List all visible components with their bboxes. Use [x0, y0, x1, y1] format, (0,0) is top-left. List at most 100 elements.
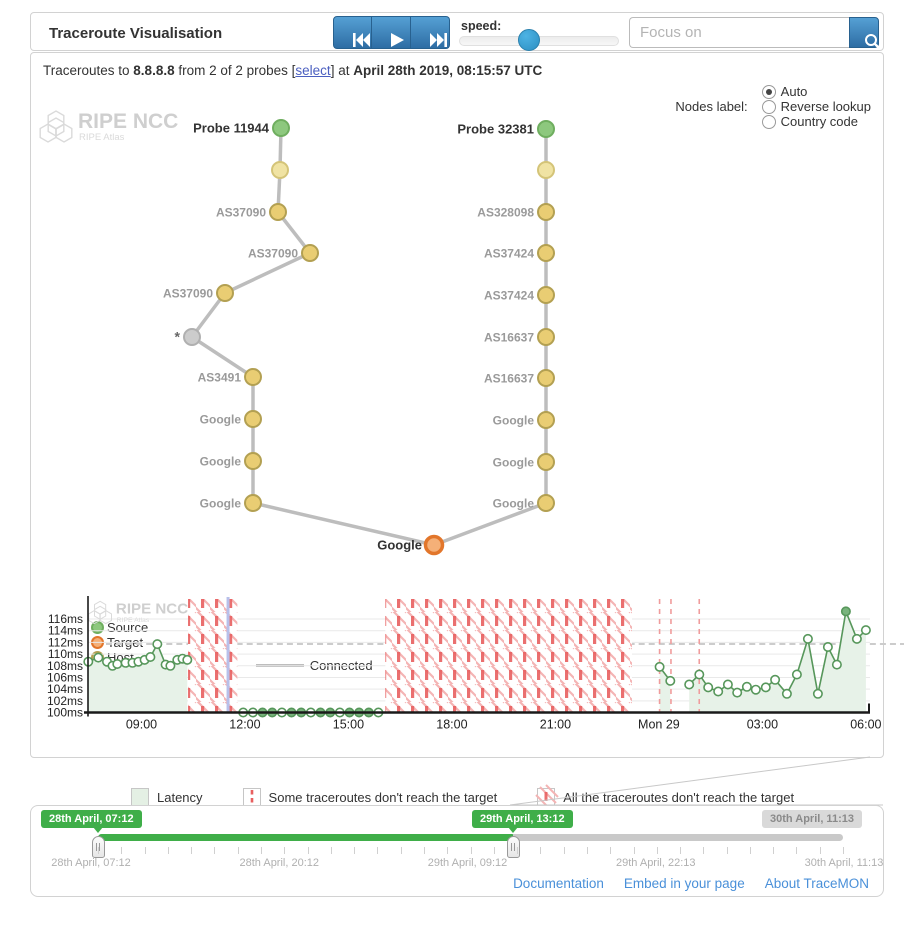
latency-point[interactable]	[713, 686, 724, 697]
y-tick-label: 100ms	[47, 706, 83, 720]
focus-input[interactable]	[629, 17, 849, 48]
y-tick-label: 116ms	[48, 612, 83, 626]
latency-point[interactable]	[812, 688, 823, 699]
search-button[interactable]	[849, 17, 881, 50]
graph-node-host[interactable]	[269, 203, 287, 221]
graph-node-host[interactable]	[244, 410, 262, 428]
timeline-handle-end[interactable]	[506, 836, 520, 858]
timeline-tick	[423, 847, 425, 854]
badge-pointer-icon	[93, 827, 103, 833]
latency-point[interactable]	[145, 651, 156, 662]
x-tick-label: 21:00	[540, 718, 571, 732]
latency-point[interactable]	[860, 625, 871, 636]
footer-link-documentation[interactable]: Documentation	[513, 876, 604, 891]
graph-node-label: Probe 11944	[193, 121, 270, 136]
graph-edge	[190, 291, 227, 339]
graph-edge	[190, 335, 255, 379]
latency-point[interactable]	[152, 639, 163, 650]
latency-point[interactable]	[770, 674, 781, 685]
timeline-connector	[509, 756, 883, 806]
speed-label: speed:	[461, 19, 502, 33]
latency-point[interactable]	[112, 658, 123, 669]
latency-point[interactable]	[694, 669, 705, 680]
latency-point[interactable]	[732, 687, 743, 698]
latency-point[interactable]	[741, 681, 752, 692]
latency-point[interactable]	[760, 682, 771, 693]
latency-point[interactable]	[665, 675, 676, 686]
graph-node-host[interactable]	[537, 286, 555, 304]
graph-node-label: AS3491	[198, 371, 242, 385]
timeline-axis-label: 30th April, 11:13	[804, 857, 884, 869]
select-probes-link[interactable]: select	[295, 63, 331, 78]
timeline-axis-label: 29th April, 09:12	[427, 857, 508, 869]
x-tick-label: 06:00	[850, 718, 881, 732]
graph-node-host[interactable]	[537, 369, 555, 387]
play-button[interactable]	[372, 16, 411, 49]
graph-node-source[interactable]	[272, 119, 290, 137]
speed-slider-knob[interactable]	[518, 29, 540, 51]
latency-point[interactable]	[165, 660, 176, 671]
timeline-bar[interactable]	[98, 834, 843, 841]
graph-node-host[interactable]	[537, 244, 555, 262]
graph-node-host[interactable]	[301, 244, 319, 262]
timeline-tick	[307, 847, 309, 854]
svg-text:RIPE Atlas: RIPE Atlas	[117, 617, 150, 624]
graph-node-host[interactable]	[537, 453, 555, 471]
graph-node-source[interactable]	[537, 120, 555, 138]
graph-node-host[interactable]	[216, 284, 234, 302]
graph-node-label: AS37424	[484, 289, 534, 303]
latency-point[interactable]	[722, 679, 733, 690]
graph-node-host[interactable]	[244, 452, 262, 470]
skip-end-button[interactable]	[411, 16, 450, 49]
page-title: Traceroute Visualisation	[49, 25, 223, 42]
graph-node-host[interactable]	[244, 494, 262, 512]
graph-node-target[interactable]	[423, 534, 445, 556]
latency-point[interactable]	[802, 633, 813, 644]
latency-point[interactable]	[851, 633, 862, 644]
latency-point[interactable]	[750, 684, 761, 695]
timeline-tick	[703, 847, 705, 854]
nodes-label-options: Nodes label: Auto Reverse lookup Country c…	[675, 84, 871, 129]
graph-node-host[interactable]	[244, 368, 262, 386]
latency-point[interactable]	[654, 661, 665, 672]
graph-node-private[interactable]	[271, 161, 289, 179]
radio-label: Auto	[780, 84, 808, 99]
latency-point[interactable]	[93, 652, 104, 663]
chart-legend: Latency Some traceroutes don't reach the …	[131, 784, 834, 808]
nodes-label-radio-reverse-lookup[interactable]: Reverse lookup	[761, 99, 871, 114]
timeline-tick	[98, 847, 99, 854]
svg-text:RIPE Atlas: RIPE Atlas	[79, 132, 125, 143]
latency-point[interactable]	[822, 641, 833, 652]
summary-text: from 2 of 2 probes [	[174, 63, 296, 78]
graph-node-label: Probe 32381	[457, 122, 534, 137]
latency-point[interactable]	[781, 688, 792, 699]
nodes-label-radio-country-code[interactable]: Country code	[761, 114, 871, 129]
footer-link-about-tracemon[interactable]: About TraceMON	[764, 876, 869, 891]
latency-point[interactable]	[684, 679, 695, 690]
latency-point[interactable]	[703, 682, 714, 693]
graph-edge	[432, 501, 548, 547]
graph-node-noresponse[interactable]	[183, 328, 201, 346]
nodes-label-caption: Nodes label:	[675, 99, 748, 114]
graph-node-label: Google	[493, 456, 535, 470]
timeline-tick	[121, 847, 123, 854]
graph-node-label: AS37090	[248, 247, 298, 261]
nodes-label-radio-auto[interactable]: Auto	[761, 84, 871, 99]
latency-point[interactable]	[831, 659, 842, 670]
playback-controls	[333, 16, 450, 49]
graph-node-host[interactable]	[537, 203, 555, 221]
graph-node-private[interactable]	[537, 161, 555, 179]
latency-point[interactable]	[791, 669, 802, 680]
latency-point[interactable]	[840, 606, 851, 617]
graph-node-host[interactable]	[537, 494, 555, 512]
graph-node-label: Google	[200, 497, 242, 511]
graph-node-host[interactable]	[537, 411, 555, 429]
graph-node-host[interactable]	[537, 328, 555, 346]
timeline-tick	[796, 847, 798, 854]
footer-links: Documentation Embed in your page About Tra…	[513, 876, 869, 891]
skip-start-button[interactable]	[333, 16, 372, 49]
footer-link-embed-in-your-page[interactable]: Embed in your page	[623, 876, 745, 891]
latency-point[interactable]	[182, 654, 193, 665]
